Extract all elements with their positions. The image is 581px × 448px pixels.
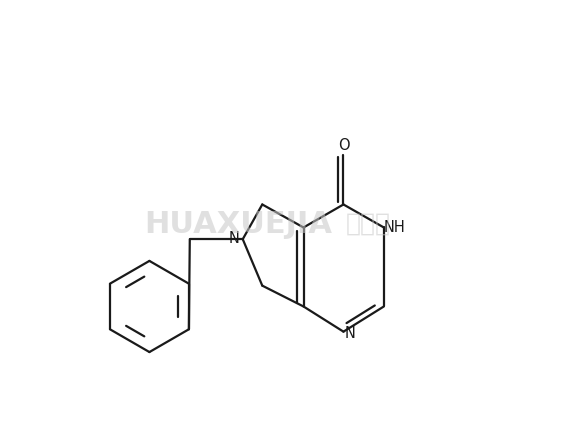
Text: NH: NH	[384, 220, 406, 235]
Text: HUAXUEJIA: HUAXUEJIA	[145, 210, 332, 238]
Text: O: O	[338, 138, 349, 153]
Text: N: N	[345, 326, 356, 341]
Text: 化学加: 化学加	[346, 212, 391, 236]
Text: N: N	[229, 231, 240, 246]
